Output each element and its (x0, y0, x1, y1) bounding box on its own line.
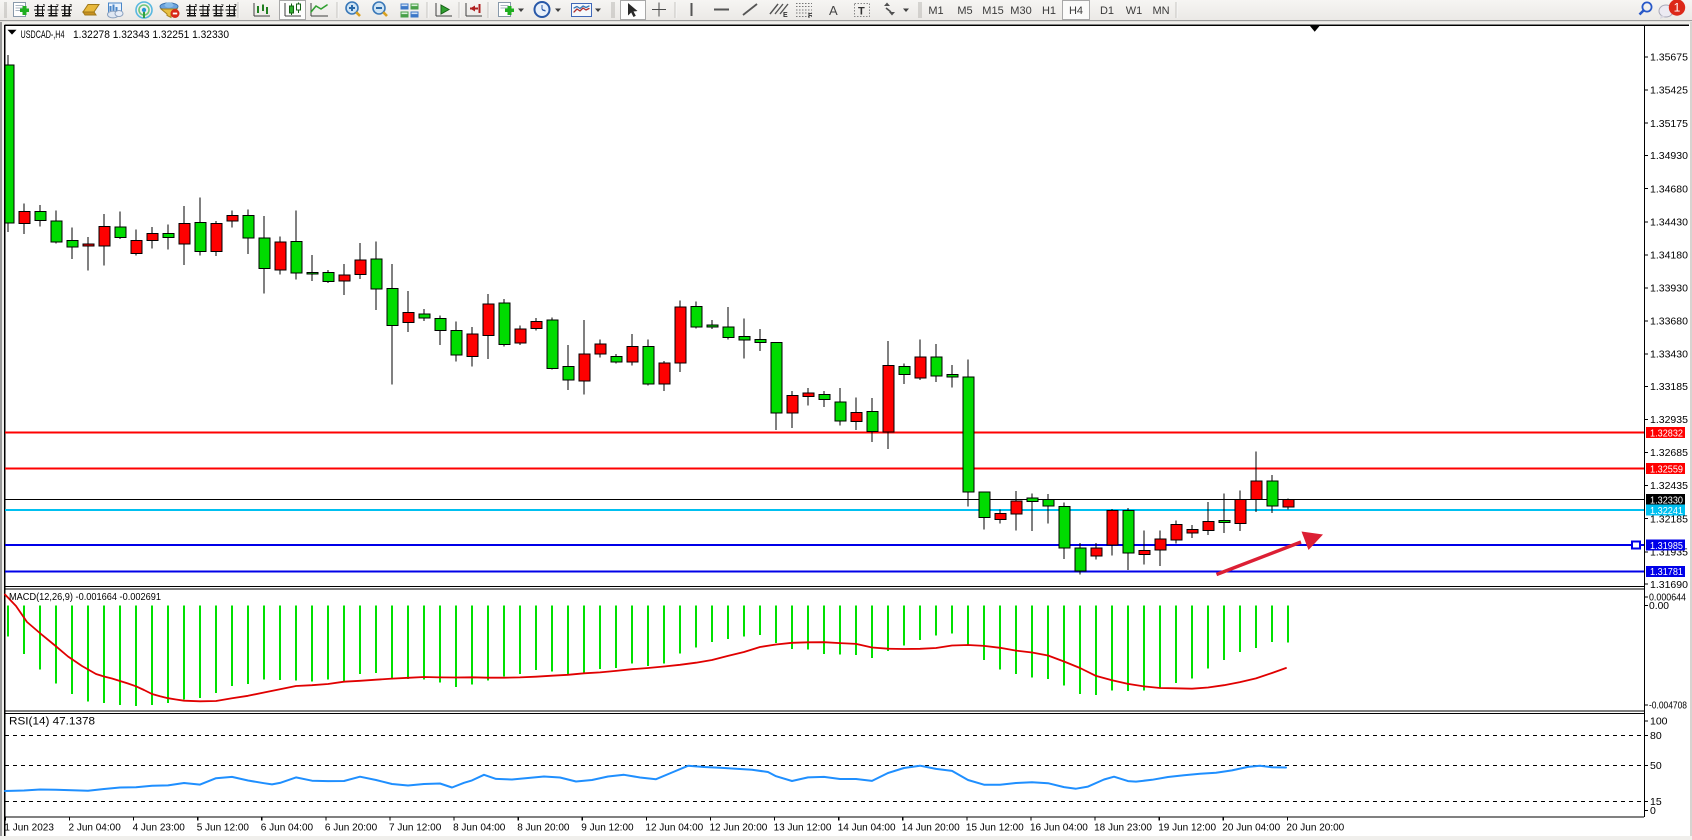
svg-text:1.31690: 1.31690 (1650, 579, 1688, 591)
svg-text:100: 100 (1650, 716, 1668, 728)
svg-text:1.32685: 1.32685 (1650, 447, 1688, 459)
svg-text:1.32935: 1.32935 (1650, 414, 1688, 426)
svg-text:1.33430: 1.33430 (1650, 349, 1688, 361)
svg-text:1: 1 (1674, 1, 1681, 15)
svg-text:1.35675: 1.35675 (1650, 52, 1688, 64)
svg-text:A: A (829, 3, 838, 18)
svg-text:1.31985: 1.31985 (1650, 541, 1683, 552)
svg-text:M1: M1 (928, 5, 943, 17)
svg-text:M15: M15 (982, 5, 1003, 17)
svg-text:7 Jun 12:00: 7 Jun 12:00 (389, 823, 442, 834)
svg-text:16 Jun 04:00: 16 Jun 04:00 (1030, 823, 1088, 834)
svg-text:1.31781: 1.31781 (1650, 567, 1683, 578)
svg-text:1.34180: 1.34180 (1650, 249, 1688, 261)
svg-text:50: 50 (1650, 760, 1662, 772)
svg-text:M30: M30 (1010, 5, 1031, 17)
svg-text:E: E (783, 12, 788, 19)
svg-text:6 Jun 04:00: 6 Jun 04:00 (261, 823, 314, 834)
svg-text:15: 15 (1650, 796, 1662, 808)
svg-text:15 Jun 12:00: 15 Jun 12:00 (966, 823, 1024, 834)
svg-text:USDCAD-,H4: USDCAD-,H4 (21, 29, 65, 41)
svg-text:12 Jun 04:00: 12 Jun 04:00 (645, 823, 703, 834)
svg-text:W1: W1 (1126, 5, 1143, 17)
svg-text:D1: D1 (1100, 5, 1114, 17)
svg-text:80: 80 (1650, 730, 1662, 742)
svg-text:14 Jun 04:00: 14 Jun 04:00 (838, 823, 896, 834)
svg-text:19 Jun 12:00: 19 Jun 12:00 (1158, 823, 1216, 834)
svg-text:1.35425: 1.35425 (1650, 85, 1688, 97)
svg-text:1.34930: 1.34930 (1650, 150, 1688, 162)
svg-text:F: F (808, 13, 813, 20)
svg-text:MACD(12,26,9) -0.001664 -0.002: MACD(12,26,9) -0.001664 -0.002691 (9, 591, 161, 603)
svg-text:1.32185: 1.32185 (1650, 513, 1688, 525)
svg-text:T: T (858, 6, 865, 18)
svg-text:1.35175: 1.35175 (1650, 118, 1688, 130)
svg-text:1 Jun 2023: 1 Jun 2023 (4, 823, 54, 834)
svg-text:RSI(14) 47.1378: RSI(14) 47.1378 (9, 716, 95, 728)
svg-text:20 Jun 04:00: 20 Jun 04:00 (1222, 823, 1280, 834)
svg-text:0.00: 0.00 (1649, 601, 1669, 612)
svg-text:6 Jun 20:00: 6 Jun 20:00 (325, 823, 378, 834)
svg-text:1.32241: 1.32241 (1650, 506, 1683, 517)
svg-text:9 Jun 12:00: 9 Jun 12:00 (581, 823, 634, 834)
svg-text:0.000644: 0.000644 (1649, 593, 1686, 604)
svg-text:1.33930: 1.33930 (1650, 283, 1688, 295)
svg-text:1.32559: 1.32559 (1650, 464, 1683, 475)
svg-text:18 Jun 23:00: 18 Jun 23:00 (1094, 823, 1152, 834)
svg-text:14 Jun 20:00: 14 Jun 20:00 (902, 823, 960, 834)
svg-text:4 Jun 23:00: 4 Jun 23:00 (133, 823, 186, 834)
svg-text:12 Jun 20:00: 12 Jun 20:00 (710, 823, 768, 834)
svg-text:MN: MN (1152, 5, 1169, 17)
svg-text:0: 0 (1650, 805, 1656, 817)
svg-text:1.32435: 1.32435 (1650, 480, 1688, 492)
svg-text:-0.004708: -0.004708 (1649, 701, 1687, 712)
svg-text:1.34680: 1.34680 (1650, 183, 1688, 195)
svg-text:5 Jun 12:00: 5 Jun 12:00 (197, 823, 250, 834)
svg-text:8 Jun 04:00: 8 Jun 04:00 (453, 823, 506, 834)
svg-text:H1: H1 (1042, 5, 1056, 17)
svg-text:8 Jun 20:00: 8 Jun 20:00 (517, 823, 570, 834)
svg-text:13 Jun 12:00: 13 Jun 12:00 (774, 823, 832, 834)
svg-text:2 Jun 04:00: 2 Jun 04:00 (69, 823, 122, 834)
svg-text:20 Jun 20:00: 20 Jun 20:00 (1286, 823, 1344, 834)
svg-text:1.32330: 1.32330 (1650, 495, 1683, 506)
svg-text:1.32832: 1.32832 (1650, 428, 1683, 439)
svg-text:1.33185: 1.33185 (1650, 381, 1688, 393)
svg-text:1.33680: 1.33680 (1650, 316, 1688, 328)
svg-text:H4: H4 (1069, 5, 1083, 17)
svg-text:1.32278 1.32343 1.32251 1.3233: 1.32278 1.32343 1.32251 1.32330 (73, 29, 229, 41)
svg-text:M5: M5 (957, 5, 972, 17)
svg-text:1.34430: 1.34430 (1650, 216, 1688, 228)
